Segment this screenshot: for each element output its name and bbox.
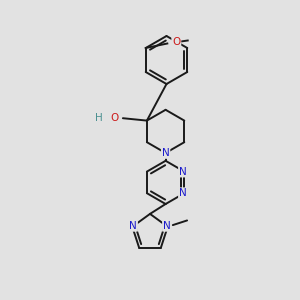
Text: O: O [111,113,119,123]
Text: N: N [162,148,170,158]
Text: N: N [163,221,171,231]
Text: N: N [129,221,137,231]
Text: O: O [172,37,180,47]
Text: N: N [179,167,187,177]
Text: N: N [179,188,187,198]
Text: H: H [95,113,103,123]
